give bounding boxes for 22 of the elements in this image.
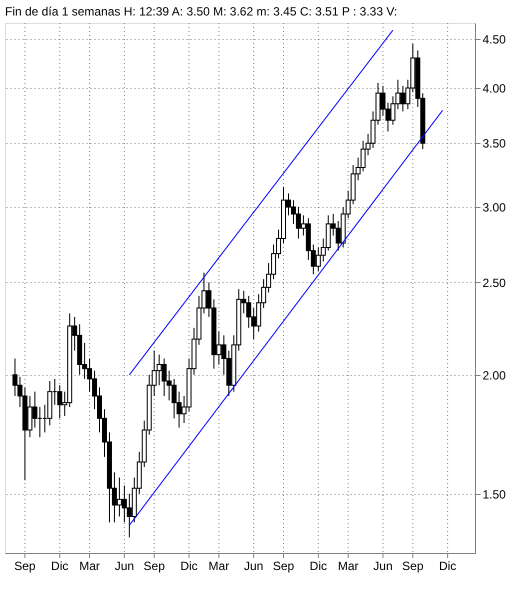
y-tick-label: 2.00 (482, 368, 506, 382)
y-tick-label: 3.50 (482, 136, 506, 151)
x-tick-label: Dic (310, 559, 327, 573)
x-tick-label: Jun (114, 559, 134, 573)
chart-title: Fin de día 1 semanas H: 12:39 A: 3.50 M: 3.62 m: 3.45 C: 3.51 P : 3.33 V: (5, 4, 398, 18)
y-tick-label: 2.50 (482, 276, 506, 290)
x-tick-label: Dic (180, 559, 198, 573)
x-tick-label: Mar (338, 559, 358, 573)
x-tick-label: Mar (79, 559, 100, 573)
y-tick-label: 4.00 (482, 81, 506, 96)
x-tick-label: Sep (144, 559, 166, 573)
y-tick-label: 1.50 (482, 487, 506, 502)
y-tick-label: 4.50 (482, 32, 506, 47)
x-tick-label: Mar (208, 559, 230, 573)
x-tick-label: Sep (14, 559, 36, 573)
x-tick-label: Sep (402, 559, 424, 573)
x-tick-label: Jun (373, 559, 393, 573)
x-tick-label: Sep (272, 559, 295, 573)
x-tick-label: Jun (244, 559, 264, 573)
y-tick-label: 3.00 (482, 200, 506, 214)
x-tick-label: Dic (51, 559, 68, 573)
x-tick-label: Dic (438, 559, 456, 573)
